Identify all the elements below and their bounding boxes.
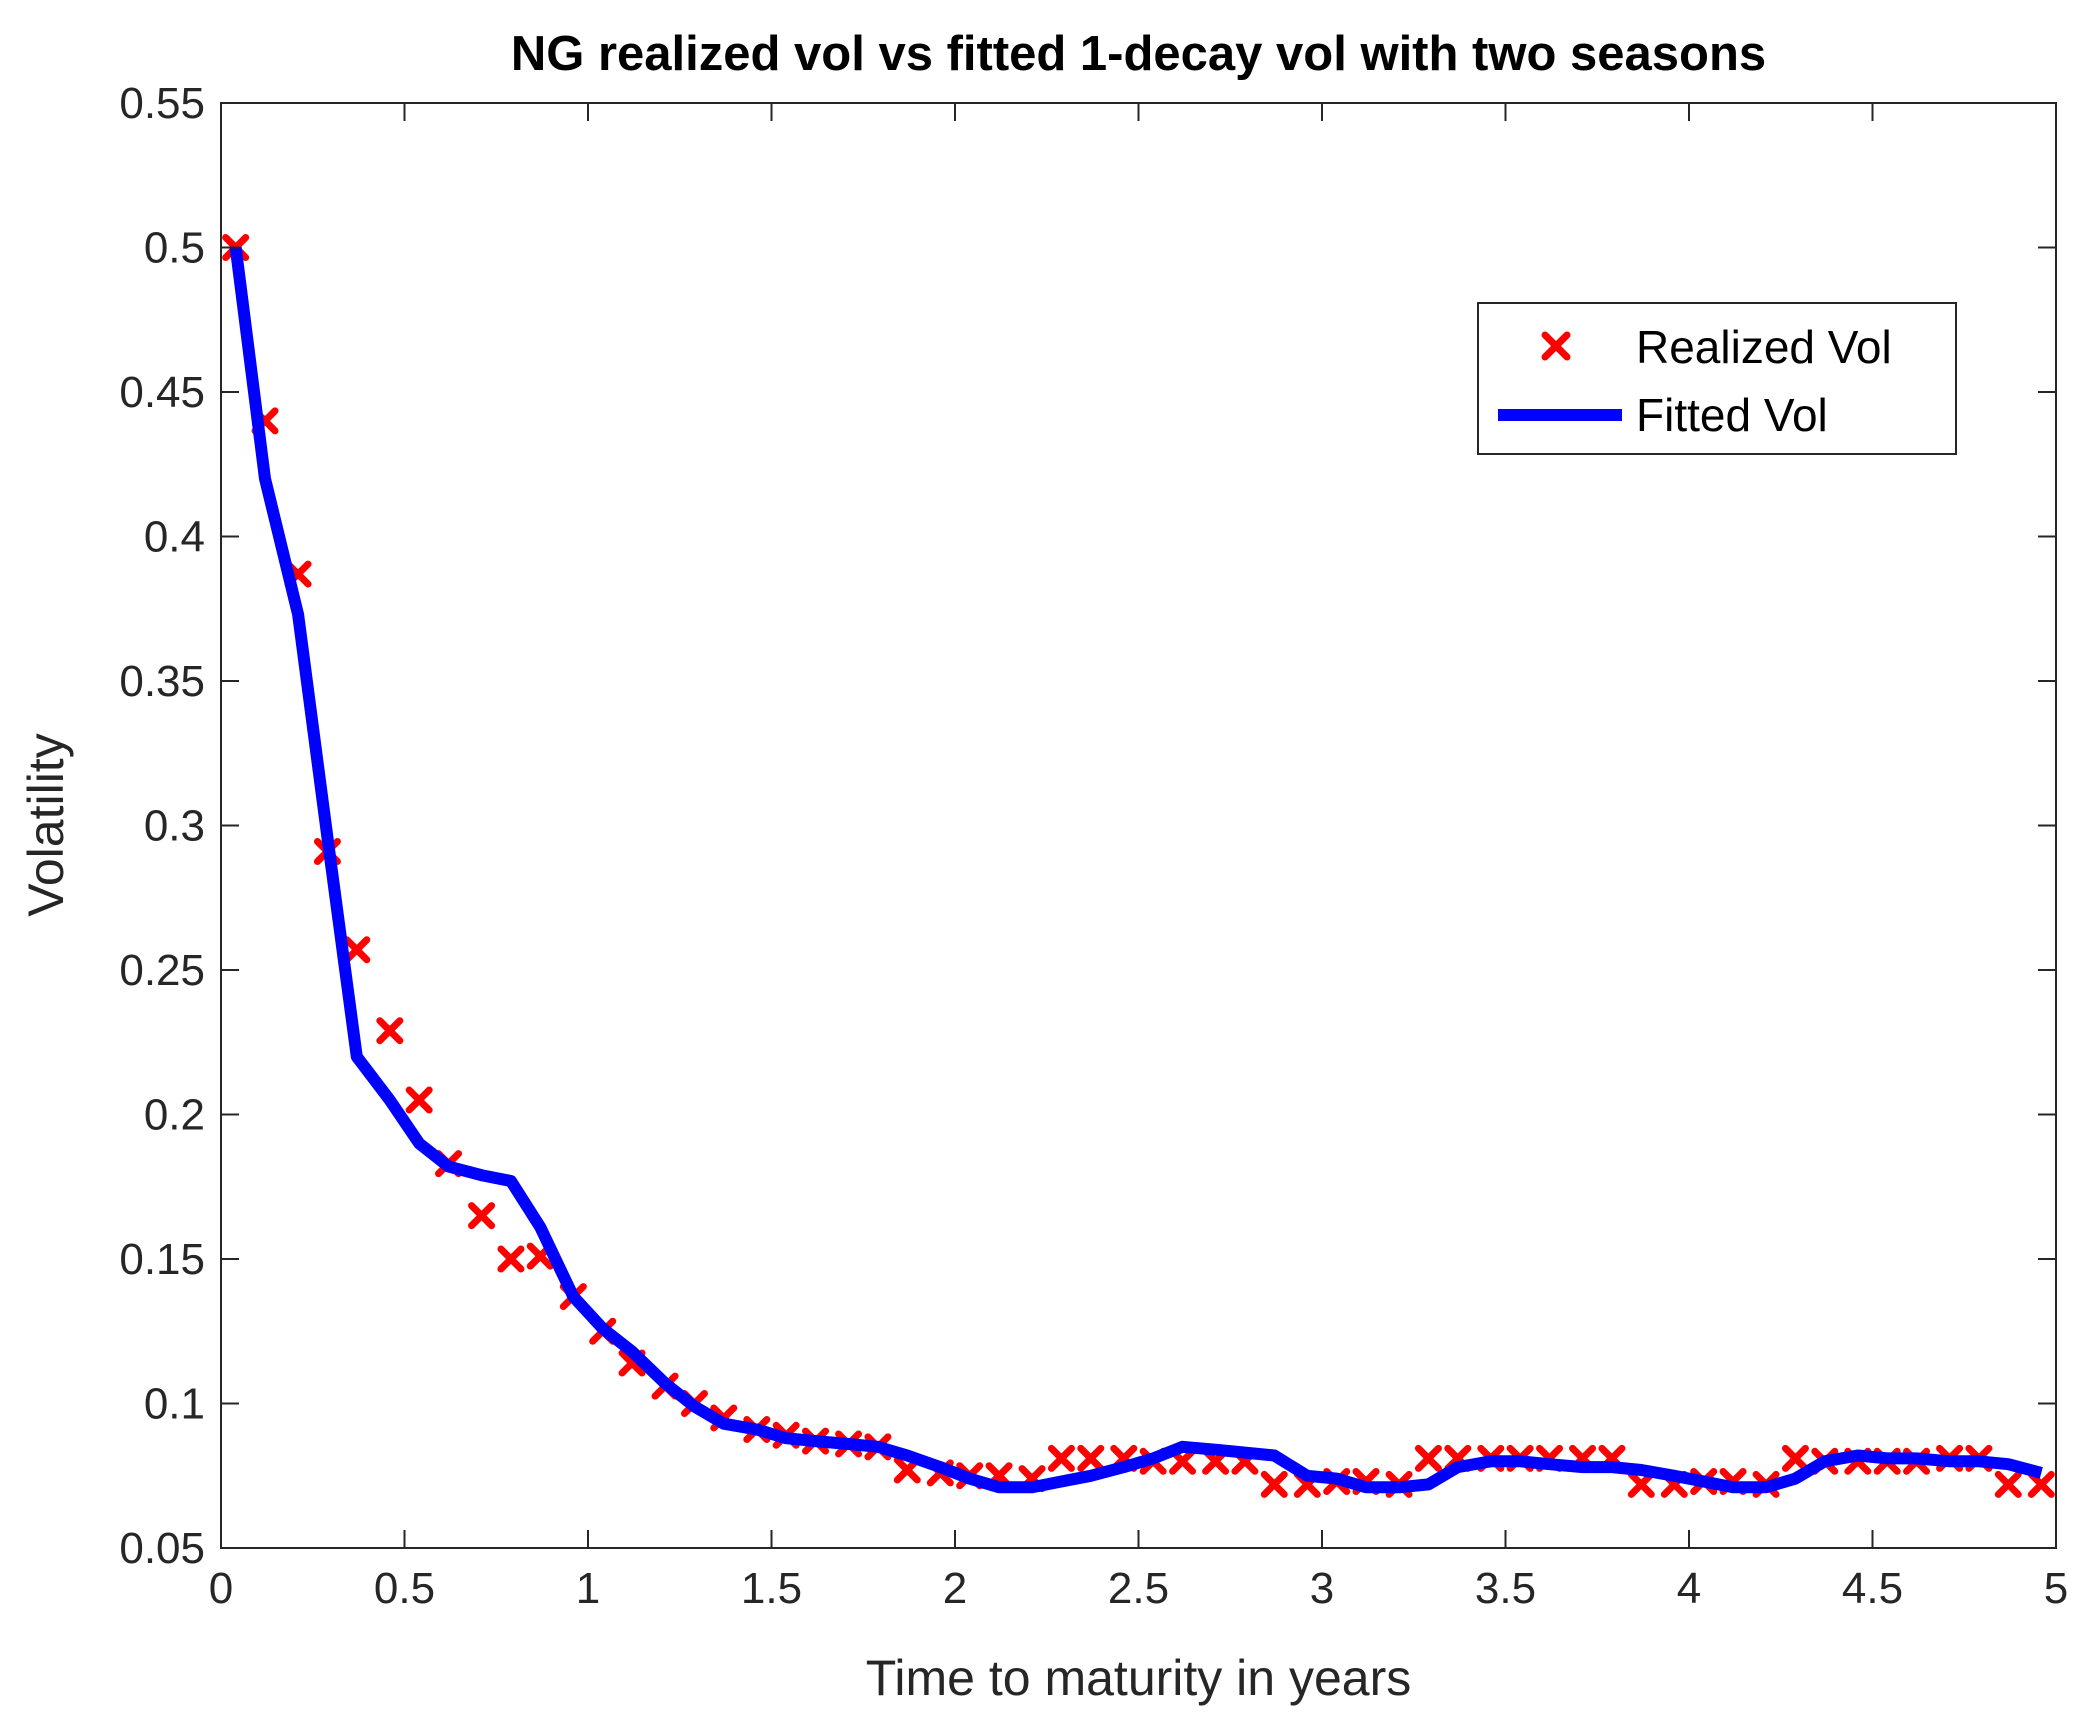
legend-label-realized-vol: Realized Vol <box>1636 321 1892 373</box>
y-tick-label-10: 0.55 <box>119 79 205 128</box>
x-tick-label-3: 1.5 <box>741 1564 802 1613</box>
x-tick-label-2: 1 <box>576 1564 600 1613</box>
realized-vol-point <box>1781 1444 1809 1472</box>
x-tick-label-4: 2 <box>943 1564 967 1613</box>
realized-vol-point <box>343 936 371 964</box>
x-tick-label-1: 0.5 <box>374 1564 435 1613</box>
y-tick-label-1: 0.1 <box>144 1380 205 1429</box>
realized-vol-point <box>2027 1470 2055 1498</box>
realized-vol-point <box>1414 1444 1442 1472</box>
y-tick-label-2: 0.15 <box>119 1235 205 1284</box>
legend-box <box>1477 302 1957 455</box>
x-tick-labels: 0 0.5 1 1.5 2 2.5 3 3.5 4 4.5 5 <box>209 1564 2068 1613</box>
x-axis-label: Time to maturity in years <box>866 1650 1412 1706</box>
y-axis-label: Volatility <box>18 733 74 916</box>
x-tick-label-0: 0 <box>209 1564 233 1613</box>
tick-marks <box>220 102 2057 1549</box>
legend-label-fitted-vol: Fitted Vol <box>1636 389 1828 441</box>
y-tick-labels: 0.05 0.1 0.15 0.2 0.25 0.3 0.35 0.4 0.45 0.5 0.55 <box>119 79 205 1573</box>
y-tick-label-8: 0.45 <box>119 368 205 417</box>
realized-vol-point <box>1077 1444 1105 1472</box>
series-fitted-vol-line <box>229 246 2043 1494</box>
legend-marker-realized-vol <box>1541 331 1571 361</box>
y-tick-label-4: 0.25 <box>119 946 205 995</box>
x-tick-label-9: 4.5 <box>1842 1564 1903 1613</box>
y-tick-label-9: 0.5 <box>144 224 205 273</box>
x-tick-label-5: 2.5 <box>1108 1564 1169 1613</box>
realized-vol-point <box>1260 1470 1288 1498</box>
y-tick-label-3: 0.2 <box>144 1091 205 1140</box>
y-tick-label-6: 0.35 <box>119 657 205 706</box>
y-tick-label-5: 0.3 <box>144 802 205 851</box>
x-tick-label-8: 4 <box>1677 1564 1701 1613</box>
chart-title: NG realized vol vs fitted 1-decay vol wi… <box>511 27 1766 81</box>
realized-vol-point <box>376 1017 404 1045</box>
realized-vol-point <box>405 1086 433 1114</box>
x-tick-label-10: 5 <box>2044 1564 2068 1613</box>
series-layer <box>222 234 2055 1498</box>
realized-vol-point <box>1047 1444 1075 1472</box>
x-tick-label-6: 3 <box>1310 1564 1334 1613</box>
y-tick-label-7: 0.4 <box>144 513 205 562</box>
legend: Realized Vol Fitted Vol <box>1477 302 1957 455</box>
y-tick-label-0: 0.05 <box>119 1524 205 1573</box>
x-tick-label-7: 3.5 <box>1475 1564 1536 1613</box>
realized-vol-point <box>497 1245 525 1273</box>
realized-vol-point <box>468 1202 496 1230</box>
realized-vol-point <box>1994 1470 2022 1498</box>
realized-vol-point <box>1627 1470 1655 1498</box>
